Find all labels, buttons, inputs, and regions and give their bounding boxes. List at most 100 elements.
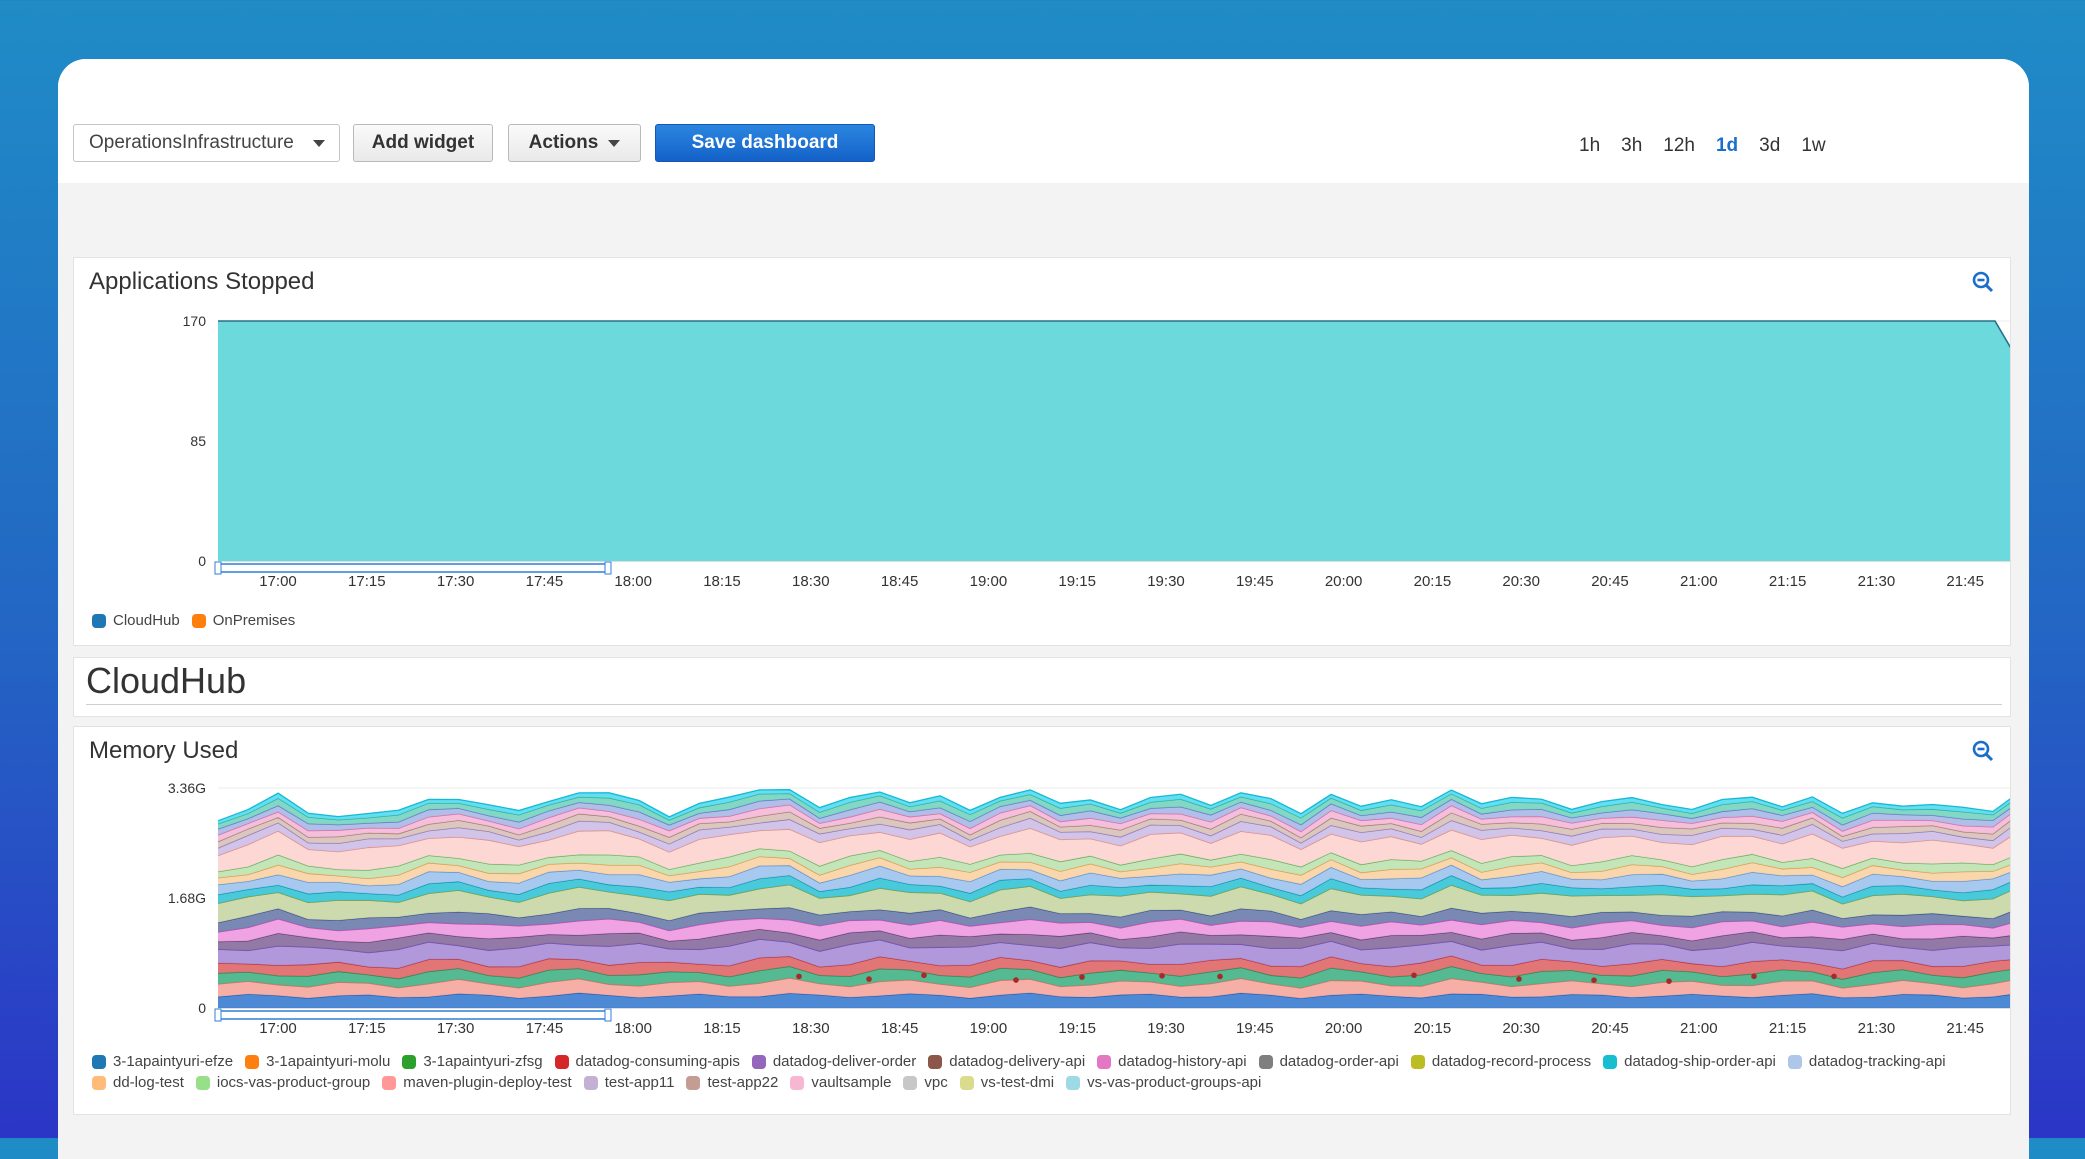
series-area-datadog-tracking-api bbox=[218, 864, 2010, 897]
legend-item[interactable]: vs-test-dmi bbox=[959, 1074, 1054, 1091]
x-tick-label: 21:00 bbox=[1680, 573, 1718, 590]
data-point bbox=[1516, 976, 1522, 982]
legend-item[interactable]: CloudHub bbox=[92, 612, 180, 629]
x-tick-label: 20:15 bbox=[1414, 573, 1452, 590]
y-tick-label: 85 bbox=[190, 433, 206, 449]
series-area-dd-log-test bbox=[218, 856, 2010, 887]
series-area-test-app11 bbox=[218, 818, 2010, 856]
dashboard-content: Applications Stopped 17:00 17:15 17:30 17:4… bbox=[58, 183, 2029, 1159]
x-tick-label: 21:00 bbox=[1680, 1020, 1718, 1037]
legend-item[interactable]: 3-1apaintyuri-zfsg bbox=[402, 1053, 543, 1070]
legend-swatch bbox=[903, 1075, 918, 1090]
legend-item[interactable]: datadog-history-api bbox=[1097, 1053, 1247, 1070]
x-tick-label: 18:15 bbox=[703, 1020, 741, 1037]
chevron-down-icon bbox=[313, 140, 325, 147]
legend-item[interactable]: 3-1apaintyuri-molu bbox=[245, 1053, 390, 1070]
legend-label: maven-plugin-deploy-test bbox=[403, 1074, 572, 1091]
legend-item[interactable]: datadog-ship-order-api bbox=[1603, 1053, 1776, 1070]
dashboard-select-value: OperationsInfrastructure bbox=[89, 132, 294, 153]
legend-swatch bbox=[92, 1075, 106, 1090]
legend-swatch bbox=[554, 1054, 569, 1069]
legend-swatch bbox=[191, 613, 206, 628]
series-area-datadog-ship-order-api bbox=[218, 875, 2010, 904]
legend-item[interactable]: iocs-vas-product-group bbox=[195, 1074, 370, 1091]
range-brush-handle bbox=[604, 561, 612, 575]
legend-item[interactable]: datadog-delivery-api bbox=[928, 1053, 1085, 1070]
range-option-1h[interactable]: 1h bbox=[1579, 135, 1601, 156]
legend-item[interactable]: test-app11 bbox=[583, 1074, 674, 1091]
x-tick-label: 20:00 bbox=[1325, 573, 1363, 590]
x-tick-label: 17:30 bbox=[437, 1020, 475, 1037]
series-line-vs-test-dmi bbox=[217, 792, 2010, 825]
legend-label: vpc bbox=[924, 1074, 948, 1091]
x-tick-label: 21:30 bbox=[1858, 1020, 1896, 1037]
series-area-datadog-order-api bbox=[218, 906, 2010, 932]
x-tick-label: 19:30 bbox=[1147, 573, 1185, 590]
legend-label: vs-vas-product-groups-api bbox=[1087, 1074, 1262, 1091]
legend-item[interactable]: 3-1apaintyuri-efze bbox=[92, 1053, 233, 1070]
data-point bbox=[1013, 977, 1019, 983]
legend-item[interactable]: datadog-deliver-order bbox=[751, 1053, 916, 1070]
x-tick-label: 19:45 bbox=[1236, 1020, 1274, 1037]
legend-item[interactable]: vaultsample bbox=[790, 1074, 891, 1091]
y-tick-label: 170 bbox=[183, 313, 207, 329]
zoom-out-icon[interactable] bbox=[1971, 739, 1995, 763]
data-point bbox=[1666, 978, 1672, 984]
x-tick-label: 18:30 bbox=[792, 573, 830, 590]
legend-item[interactable]: test-app22 bbox=[686, 1074, 778, 1091]
add-widget-button[interactable]: Add widget bbox=[353, 124, 493, 162]
range-brush-handle bbox=[214, 561, 222, 575]
legend-label: test-app22 bbox=[707, 1074, 779, 1091]
legend-item[interactable]: OnPremises bbox=[191, 612, 295, 629]
range-option-1d[interactable]: 1d bbox=[1715, 135, 1739, 156]
zoom-out-icon[interactable] bbox=[1971, 270, 1995, 294]
series-line-datadog-order-api bbox=[217, 906, 2010, 924]
series-area-datadog-history-api bbox=[218, 918, 2010, 943]
range-option-12h[interactable]: 12h bbox=[1663, 135, 1695, 156]
legend-label: datadog-ship-order-api bbox=[1624, 1053, 1776, 1070]
legend-swatch bbox=[382, 1075, 397, 1090]
data-point bbox=[1411, 972, 1417, 979]
x-tick-label: 19:45 bbox=[1236, 573, 1274, 590]
chart-legend: 3-1apaintyuri-efze 3-1apaintyuri-molu 3-1a… bbox=[92, 1053, 1992, 1091]
range-option-1w[interactable]: 1w bbox=[1801, 135, 1826, 156]
data-point bbox=[1751, 973, 1757, 980]
legend-item[interactable]: dd-log-test bbox=[92, 1074, 184, 1091]
time-range-selector: 1h 3h 12h 1d 3d 1w bbox=[1579, 135, 1847, 157]
data-point bbox=[1159, 972, 1165, 979]
legend-label: datadog-consuming-apis bbox=[575, 1053, 740, 1070]
legend-item[interactable]: datadog-consuming-apis bbox=[554, 1053, 740, 1070]
x-tick-label: 18:45 bbox=[881, 573, 919, 590]
dashboard-select[interactable]: OperationsInfrastructure bbox=[73, 124, 340, 162]
data-point bbox=[1831, 973, 1837, 980]
actions-button[interactable]: Actions bbox=[508, 124, 641, 162]
legend-item[interactable]: maven-plugin-deploy-test bbox=[382, 1074, 572, 1091]
x-tick-label: 19:15 bbox=[1058, 1020, 1096, 1037]
save-dashboard-button[interactable]: Save dashboard bbox=[655, 124, 875, 162]
series-line-vs-vas-product-groups-api bbox=[217, 789, 2010, 822]
x-tick-label: 20:45 bbox=[1591, 573, 1629, 590]
legend-swatch bbox=[790, 1075, 805, 1090]
x-tick-label: 18:15 bbox=[703, 573, 741, 590]
data-point bbox=[866, 976, 872, 982]
x-tick-label: 21:15 bbox=[1769, 1020, 1807, 1037]
data-point bbox=[921, 972, 927, 979]
range-option-3d[interactable]: 3d bbox=[1759, 135, 1781, 156]
legend-item[interactable]: datadog-record-process bbox=[1410, 1053, 1591, 1070]
legend-item[interactable]: vpc bbox=[903, 1074, 948, 1091]
legend-swatch bbox=[1097, 1054, 1112, 1069]
series-line-3-1apaintyuri-zfsg bbox=[217, 965, 2010, 980]
legend-item[interactable]: datadog-order-api bbox=[1258, 1053, 1399, 1070]
series-area-maven-plugin-deploy-test bbox=[218, 828, 2010, 872]
actions-label: Actions bbox=[528, 132, 599, 153]
legend-item[interactable]: vs-vas-product-groups-api bbox=[1066, 1074, 1261, 1091]
x-tick-label: 17:00 bbox=[259, 1020, 297, 1037]
legend-label: vaultsample bbox=[811, 1074, 892, 1091]
y-tick-label: 0 bbox=[198, 1000, 206, 1016]
series-area-datadog-delivery-api bbox=[218, 929, 2010, 953]
x-tick-label: 18:30 bbox=[792, 1020, 830, 1037]
legend-item[interactable]: datadog-tracking-api bbox=[1787, 1053, 1946, 1070]
series-area-datadog-consuming-apis bbox=[218, 955, 2010, 980]
range-option-3h[interactable]: 3h bbox=[1621, 135, 1643, 156]
legend-swatch bbox=[583, 1075, 598, 1090]
